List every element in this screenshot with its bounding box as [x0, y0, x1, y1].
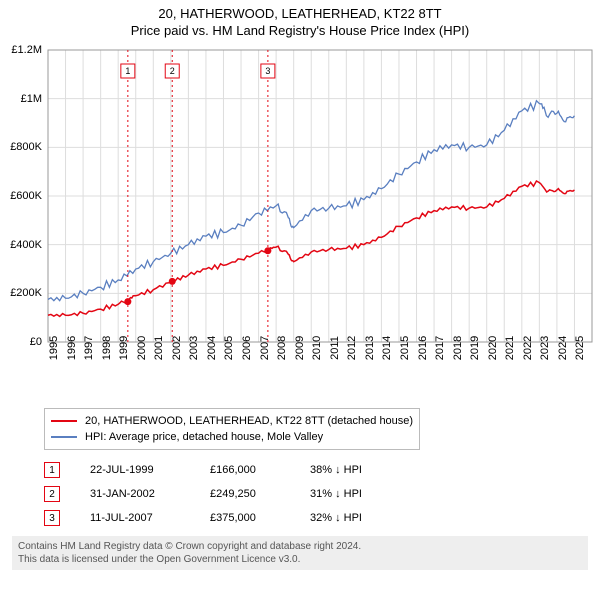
x-tick-label: 2008 [276, 336, 288, 360]
legend-swatch [51, 420, 77, 422]
sale-badge: 2 [44, 486, 60, 502]
x-tick-label: 1999 [118, 336, 130, 360]
x-tick-label: 2000 [136, 336, 148, 360]
sales-table: 1 22-JUL-1999 £166,000 38% ↓ HPI 2 31-JAN-200… [44, 458, 588, 530]
x-tick-label: 2025 [574, 336, 586, 360]
x-tick-label: 1996 [66, 336, 78, 360]
x-tick-label: 2010 [311, 336, 323, 360]
legend-label: 20, HATHERWOOD, LEATHERHEAD, KT22 8TT (d… [85, 415, 413, 427]
x-tick-label: 2006 [241, 336, 253, 360]
legend-swatch [51, 436, 77, 438]
x-tick-label: 1997 [83, 336, 95, 360]
sale-price: £249,250 [210, 488, 280, 500]
title-block: 20, HATHERWOOD, LEATHERHEAD, KT22 8TT Pr… [0, 0, 600, 42]
sale-date: 11-JUL-2007 [90, 512, 180, 524]
x-tick-label: 2009 [294, 336, 306, 360]
sale-date: 31-JAN-2002 [90, 488, 180, 500]
y-tick-label: £800K [0, 141, 42, 153]
sale-pct: 32% ↓ HPI [310, 512, 410, 524]
x-tick-label: 2004 [206, 336, 218, 360]
x-tick-label: 2024 [557, 336, 569, 360]
x-tick-label: 2017 [434, 336, 446, 360]
x-tick-label: 2018 [452, 336, 464, 360]
sale-badge: 1 [44, 462, 60, 478]
x-tick-label: 2001 [153, 336, 165, 360]
title-line-1: 20, HATHERWOOD, LEATHERHEAD, KT22 8TT [0, 6, 600, 21]
x-tick-label: 2022 [522, 336, 534, 360]
x-tick-label: 2021 [504, 336, 516, 360]
svg-text:3: 3 [265, 66, 270, 76]
footnote-line-2: This data is licensed under the Open Gov… [18, 553, 582, 566]
chart-area: £0 £200K £400K £600K £800K £1M £1.2M 1 2 3 1995 1… [0, 42, 600, 402]
sale-row: 2 31-JAN-2002 £249,250 31% ↓ HPI [44, 482, 588, 506]
x-tick-label: 2016 [417, 336, 429, 360]
y-tick-label: £1.2M [0, 44, 42, 56]
x-tick-label: 2012 [346, 336, 358, 360]
y-tick-label: £400K [0, 239, 42, 251]
x-tick-label: 2015 [399, 336, 411, 360]
x-tick-label: 1995 [48, 336, 60, 360]
sale-date: 22-JUL-1999 [90, 464, 180, 476]
title-line-2: Price paid vs. HM Land Registry's House … [0, 23, 600, 38]
sale-pct: 31% ↓ HPI [310, 488, 410, 500]
x-tick-label: 2005 [223, 336, 235, 360]
sale-pct: 38% ↓ HPI [310, 464, 410, 476]
sale-price: £375,000 [210, 512, 280, 524]
x-tick-label: 2019 [469, 336, 481, 360]
x-tick-label: 2020 [487, 336, 499, 360]
footnote-line-1: Contains HM Land Registry data © Crown c… [18, 540, 582, 553]
y-tick-label: £600K [0, 190, 42, 202]
svg-text:1: 1 [125, 66, 130, 76]
x-tick-label: 2023 [539, 336, 551, 360]
legend: 20, HATHERWOOD, LEATHERHEAD, KT22 8TT (d… [44, 408, 420, 450]
legend-label: HPI: Average price, detached house, Mole… [85, 431, 323, 443]
legend-row: HPI: Average price, detached house, Mole… [51, 429, 413, 445]
sale-price: £166,000 [210, 464, 280, 476]
svg-text:2: 2 [170, 66, 175, 76]
chart-container: 20, HATHERWOOD, LEATHERHEAD, KT22 8TT Pr… [0, 0, 600, 570]
x-tick-label: 2013 [364, 336, 376, 360]
x-tick-label: 2002 [171, 336, 183, 360]
legend-row: 20, HATHERWOOD, LEATHERHEAD, KT22 8TT (d… [51, 413, 413, 429]
y-tick-label: £200K [0, 287, 42, 299]
x-tick-label: 2014 [381, 336, 393, 360]
x-tick-label: 2011 [329, 336, 341, 360]
sale-row: 1 22-JUL-1999 £166,000 38% ↓ HPI [44, 458, 588, 482]
footnote: Contains HM Land Registry data © Crown c… [12, 536, 588, 570]
sale-badge: 3 [44, 510, 60, 526]
x-tick-label: 2003 [188, 336, 200, 360]
x-tick-label: 1998 [101, 336, 113, 360]
sale-row: 3 11-JUL-2007 £375,000 32% ↓ HPI [44, 506, 588, 530]
y-tick-label: £0 [0, 336, 42, 348]
y-tick-label: £1M [0, 93, 42, 105]
x-tick-label: 2007 [259, 336, 271, 360]
